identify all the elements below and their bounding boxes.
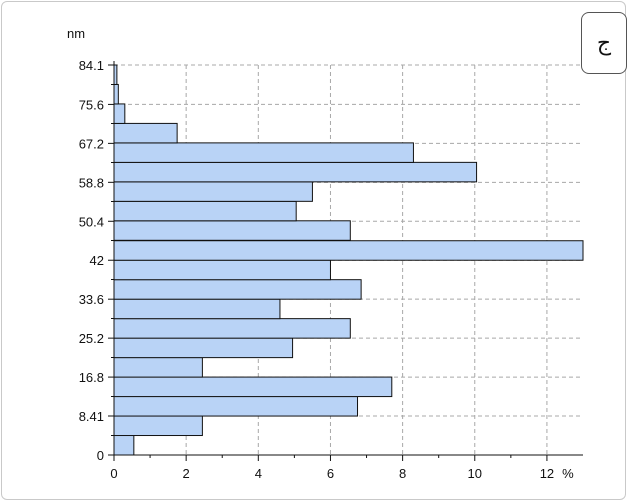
x-tick-label: 0 — [110, 466, 117, 481]
y-tick-label: 8.41 — [79, 409, 104, 424]
bar — [113, 83, 119, 105]
y-tick-label: 84.1 — [79, 58, 104, 73]
bar — [113, 396, 359, 417]
y-tick-label: 16.8 — [79, 370, 104, 385]
axes — [108, 61, 583, 461]
bar — [113, 220, 351, 241]
panel-label: ج — [581, 12, 627, 74]
bar — [113, 435, 135, 456]
bar — [113, 318, 351, 339]
y-tick-label: 42 — [90, 253, 104, 268]
x-tick-label: 2 — [183, 466, 190, 481]
bar — [113, 142, 414, 163]
bar — [113, 181, 313, 202]
bars — [113, 64, 584, 456]
y-tick-label: 0 — [97, 448, 104, 463]
bar — [113, 337, 294, 359]
bar — [113, 415, 203, 437]
bar — [113, 200, 297, 222]
x-tick-label: 10 — [468, 466, 482, 481]
x-tick-label: 6 — [327, 466, 334, 481]
x-unit-label: % — [562, 466, 574, 481]
bar — [113, 357, 203, 378]
y-tick-label: 67.2 — [79, 136, 104, 151]
bar — [113, 279, 362, 300]
y-tick-label: 58.8 — [79, 175, 104, 190]
y-tick-label: 33.6 — [79, 292, 104, 307]
x-tick-label: 12 — [540, 466, 554, 481]
bar — [113, 161, 478, 183]
bar — [113, 376, 393, 398]
bar — [113, 298, 281, 320]
y-tick-label: 25.2 — [79, 331, 104, 346]
bar — [113, 103, 126, 124]
bar — [113, 122, 178, 144]
bar — [113, 240, 584, 261]
y-axis-unit-label: nm — [67, 26, 85, 41]
x-tick-label: 8 — [399, 466, 406, 481]
tick-labels: 08.4116.825.233.64250.458.867.275.684.10… — [79, 58, 574, 481]
x-tick-label: 4 — [255, 466, 262, 481]
bar — [113, 259, 331, 281]
y-tick-label: 50.4 — [79, 214, 104, 229]
y-tick-label: 75.6 — [79, 97, 104, 112]
